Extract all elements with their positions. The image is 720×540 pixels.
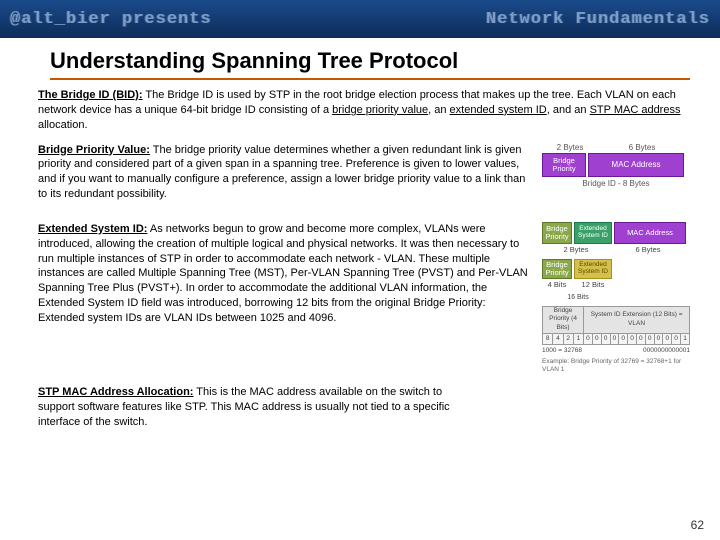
d2-cell: 1 — [681, 333, 690, 344]
header-right-text: Network Fundamentals — [486, 10, 710, 29]
d2-cell: 8 — [543, 333, 553, 344]
bid-sep2: , and an — [547, 104, 590, 116]
d1-box-bridge-priority: Bridge Priority — [542, 153, 586, 177]
d2-cell: 0 — [636, 333, 645, 344]
d2-cell: 0 — [601, 333, 610, 344]
d2-cell: 0 — [645, 333, 654, 344]
section-bid: The Bridge ID (BID): The Bridge ID is us… — [38, 88, 690, 133]
diagram-extended-system-id: Bridge Priority Extended System ID MAC A… — [542, 222, 690, 375]
d2-cell: 0 — [619, 333, 628, 344]
d1-box-mac: MAC Address — [588, 153, 684, 177]
section-esi-row: Extended System ID: As networks begun to… — [38, 222, 690, 375]
d2-box-bp2: Bridge Priority — [542, 259, 572, 279]
bid-tail: allocation. — [38, 119, 88, 131]
d2-cell: 0 — [663, 333, 672, 344]
d2-lab-12bits: 12 Bits — [574, 280, 612, 290]
section-mac: STP MAC Address Allocation: This is the … — [38, 385, 458, 430]
d1-label-bottom: Bridge ID - 8 Bytes — [542, 179, 690, 190]
d2-foot-left: 1000 = 32768 — [542, 347, 582, 356]
page-number: 62 — [691, 518, 704, 532]
d2-lab-16bits: 16 Bits — [542, 293, 614, 302]
d2-lab-4bits: 4 Bits — [542, 280, 572, 290]
d2-foot-right: 0000000000001 — [643, 347, 690, 356]
d2-cell: 0 — [592, 333, 601, 344]
d2-example: Example: Bridge Priority of 32769 = 3276… — [542, 358, 690, 376]
diagram-bridge-id: 2 Bytes 6 Bytes Bridge Priority MAC Addr… — [542, 143, 690, 212]
bid-sep1: , an — [428, 104, 449, 116]
d2-box-esi: Extended System ID — [574, 222, 612, 244]
d2-lab-6bytes: 6 Bytes — [612, 245, 684, 255]
bid-u1: bridge priority value — [332, 104, 428, 116]
d2-cell: 1 — [573, 333, 583, 344]
d1-label-6bytes: 6 Bytes — [594, 143, 690, 154]
slide-header: @alt_bier presents Network Fundamentals — [0, 0, 720, 38]
section-esi: Extended System ID: As networks begun to… — [38, 222, 532, 365]
bpv-heading: Bridge Priority Value: — [38, 144, 150, 156]
d2-lab-2bytes: 2 Bytes — [542, 245, 610, 255]
d2-cell: 4 — [553, 333, 563, 344]
header-left-text: @alt_bier presents — [10, 10, 212, 29]
content-area: The Bridge ID (BID): The Bridge ID is us… — [0, 80, 720, 430]
d2-box-esi2: Extended System ID — [574, 259, 612, 279]
bid-heading: The Bridge ID (BID): — [38, 89, 143, 101]
d2-cell: 0 — [628, 333, 637, 344]
bid-u2: extended system ID — [450, 104, 547, 116]
esi-heading: Extended System ID: — [38, 223, 147, 235]
d2-cell: 0 — [654, 333, 663, 344]
esi-text: As networks begun to grow and become mor… — [38, 223, 528, 324]
d2-bit-row: 8 4 2 1 0 0 0 0 0 0 0 0 0 0 0 1 — [543, 333, 690, 344]
d2-cell: 0 — [672, 333, 681, 344]
page-title: Understanding Spanning Tree Protocol — [50, 38, 690, 76]
d2-cell: 2 — [563, 333, 573, 344]
section-bpv: Bridge Priority Value: The bridge priori… — [38, 143, 532, 202]
d2-cell: 0 — [610, 333, 619, 344]
d1-label-2bytes: 2 Bytes — [548, 143, 592, 154]
mac-heading: STP MAC Address Allocation: — [38, 386, 193, 398]
d2-bit-table: Bridge Priority (4 Bits) System ID Exten… — [542, 306, 690, 345]
section-bpv-row: Bridge Priority Value: The bridge priori… — [38, 143, 690, 212]
title-container: Understanding Spanning Tree Protocol — [0, 38, 720, 80]
d2-th1: Bridge Priority (4 Bits) — [543, 306, 584, 333]
d2-box-mac: MAC Address — [614, 222, 686, 244]
d2-cell: 0 — [584, 333, 593, 344]
d2-box-bp: Bridge Priority — [542, 222, 572, 244]
bid-u3: STP MAC address — [590, 104, 681, 116]
d2-th2: System ID Extension (12 Bits) = VLAN — [584, 306, 690, 333]
